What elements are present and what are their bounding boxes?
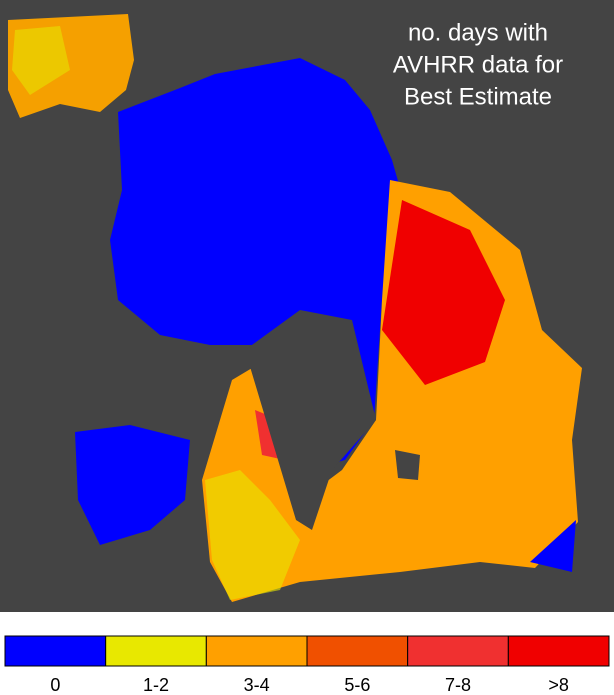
legend-label: 3-4 (244, 675, 270, 695)
legend-swatch (205, 635, 308, 667)
legend-label: 0 (50, 675, 60, 695)
legend: 0 1-2 3-4 5-6 7-8 >8 (4, 635, 610, 695)
red-region (382, 200, 505, 385)
legend-label: 1-2 (143, 675, 169, 695)
title-line: Best Estimate (404, 83, 552, 110)
legend-label: 5-6 (344, 675, 370, 695)
legend-swatch (507, 635, 610, 667)
western-blue-region (75, 425, 190, 545)
legend-swatch (407, 635, 509, 667)
legend-swatch (4, 635, 107, 667)
legend-label: 7-8 (445, 675, 471, 695)
title-line: AVHRR data for (393, 51, 563, 78)
title-line: no. days with (408, 19, 548, 46)
southeast-blue-strip (530, 520, 576, 572)
yellow-region (205, 470, 300, 600)
map-title: no. days with AVHRR data for Best Estimate (393, 19, 563, 110)
alaska-yellow (12, 26, 70, 95)
greenland (245, 310, 376, 530)
legend-swatch (105, 635, 207, 667)
legend-label: >8 (548, 675, 569, 695)
lake (395, 450, 420, 480)
map (8, 14, 582, 602)
legend-swatch (306, 635, 409, 667)
